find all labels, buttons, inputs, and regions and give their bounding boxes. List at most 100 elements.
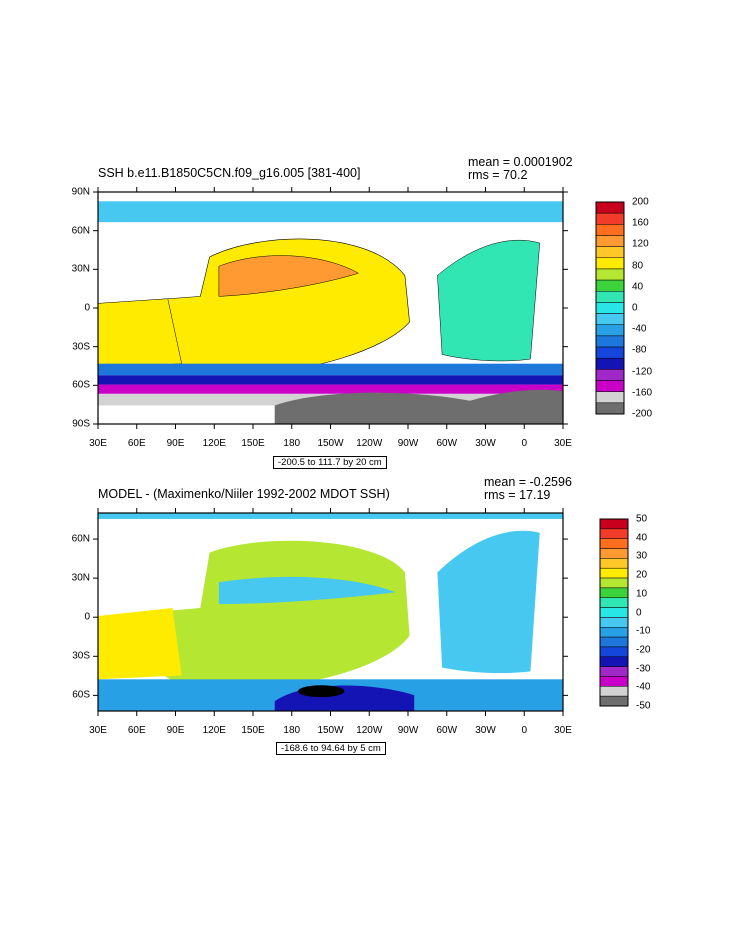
colorbar-swatch [599, 538, 629, 549]
colorbar-swatch [595, 279, 625, 292]
panel2-contour-info: -168.6 to 94.64 by 5 cm [276, 742, 386, 755]
colorbar-frame [595, 201, 625, 415]
colorbar-swatch [595, 212, 625, 225]
panel1-y-tick-label: 0 [84, 302, 90, 314]
panel2-colorbar-label: -40 [636, 681, 651, 693]
panel1-colorbar-label: 200 [632, 196, 649, 208]
panel1-x-tick-label: 30E [89, 438, 107, 449]
map-content [98, 192, 563, 424]
colorbar-swatch [595, 391, 625, 404]
panel2-x-tick-label: 30E [89, 725, 107, 736]
panel2-x-tick-label: 0 [521, 725, 528, 736]
panel1-map [93, 187, 568, 429]
colorbar-swatch [599, 666, 629, 677]
colorbar-swatch [599, 567, 629, 579]
panel2-x-tick-label: 90W [397, 725, 419, 736]
panel1-colorbar-label: -120 [632, 366, 653, 378]
panel2-x-tick-label: 30W [475, 725, 496, 736]
colorbar-swatch [599, 558, 629, 569]
colorbar-swatch [599, 587, 629, 598]
panel2-x-tick-label: 60E [127, 725, 146, 736]
panel1-x-tick-label: 90E [166, 438, 185, 449]
panel1-x-tick-label: 60E [127, 438, 146, 449]
panel1-x-tick-label: 150E [241, 438, 265, 449]
panel1-y-tick-label: 30N [71, 263, 90, 275]
panel2-x-tick-label: 120E [202, 725, 226, 736]
panel1-colorbar-label: -200 [632, 408, 653, 420]
panel1-title: SSH b.e11.B1850C5CN.f09_g16.005 [381-400… [98, 166, 361, 180]
panel1-x-tick-label: 60W [436, 438, 458, 449]
colorbar-swatch [595, 346, 625, 359]
colorbar-swatch [595, 369, 625, 381]
colorbar-swatch [599, 646, 629, 658]
colorbar-swatch [599, 597, 629, 608]
colorbar-swatch [595, 335, 625, 348]
panel2-rms: rms = 17.19 [484, 488, 551, 502]
panel2-x-tick-label: 150W [317, 725, 344, 736]
panel1-x-tick-label: 150W [317, 438, 344, 449]
panel2-colorbar-label: 10 [636, 588, 648, 600]
colorbar-swatch [595, 313, 625, 325]
atlantic-ocean [437, 530, 540, 674]
arctic-ocean [98, 201, 563, 223]
arctic-strip [98, 513, 563, 519]
colorbar-swatch [599, 518, 629, 530]
panel2-y-tick-label: 60S [72, 689, 90, 701]
colorbar-swatch [599, 577, 629, 589]
panel2-colorbar-label: 40 [636, 532, 648, 544]
panel1-x-tick-label: 30W [475, 438, 496, 449]
colorbar-swatch [599, 617, 629, 628]
panel2-colorbar-label: 30 [636, 550, 648, 562]
indian-ocean [98, 608, 182, 680]
colorbar-swatch [595, 302, 625, 314]
panel1-x-tick-label: 0 [521, 438, 528, 449]
panel1-colorbar-label: -80 [632, 344, 647, 356]
panel2-y-tick-label: 0 [84, 611, 90, 623]
colorbar-swatch [595, 257, 625, 270]
panel2-y-tick-label: 30N [71, 572, 90, 584]
panel1-x-tick-label: 30E [554, 438, 572, 449]
map-content [98, 513, 563, 711]
panel2-x-tick-label: 120W [356, 725, 383, 736]
colorbar-swatch [595, 246, 625, 259]
colorbar-swatch [595, 324, 625, 337]
panel1-colorbar-label: -40 [632, 323, 647, 335]
colorbar-swatch [599, 528, 629, 539]
colorbar-swatch [595, 268, 625, 281]
colorbar-swatch [595, 224, 625, 236]
panel1-colorbar-label: -160 [632, 387, 653, 399]
colorbar-swatch [599, 686, 629, 697]
colorbar-swatch [595, 201, 625, 214]
panel1-mean: mean = 0.0001902 [468, 155, 573, 169]
panel1-x-tick-label: 120W [356, 438, 383, 449]
panel2-x-tick-label: 180 [283, 725, 301, 736]
panel1-colorbar-label: 120 [632, 238, 649, 250]
colorbar-swatch [599, 627, 629, 638]
panel2-colorbar-label: 0 [636, 607, 642, 618]
southern-band-1 [98, 363, 563, 376]
panel2-map [93, 508, 568, 716]
panel1-x-tick-label: 90W [397, 438, 419, 449]
panel2-y-tick-label: 30S [72, 650, 90, 662]
panel1-x-tick-label: 180 [283, 438, 301, 449]
panel1-y-tick-label: 90N [71, 186, 90, 198]
panel1-x-tick-label: 120E [202, 438, 226, 449]
panel2-colorbar-label: -50 [636, 700, 651, 712]
panel2-mean: mean = -0.2596 [484, 475, 572, 489]
colorbar-swatch [595, 291, 625, 303]
panel1-colorbar-label: 160 [632, 217, 649, 229]
colorbar-swatch [595, 402, 625, 415]
panel1-colorbar [595, 201, 625, 415]
panel1-rms: rms = 70.2 [468, 168, 528, 182]
southern-band-2 [98, 375, 563, 385]
pacific-ocean [107, 540, 410, 688]
indian-ocean [98, 298, 183, 369]
colorbar-swatch [599, 695, 629, 707]
panel1-y-tick-label: 30S [72, 341, 90, 353]
colorbar-frame [599, 518, 629, 707]
panel1-colorbar-label: 80 [632, 260, 644, 272]
panel1-colorbar-label: 0 [632, 302, 638, 314]
panel2-x-tick-label: 60W [436, 725, 458, 736]
extreme-anomaly [297, 685, 345, 698]
